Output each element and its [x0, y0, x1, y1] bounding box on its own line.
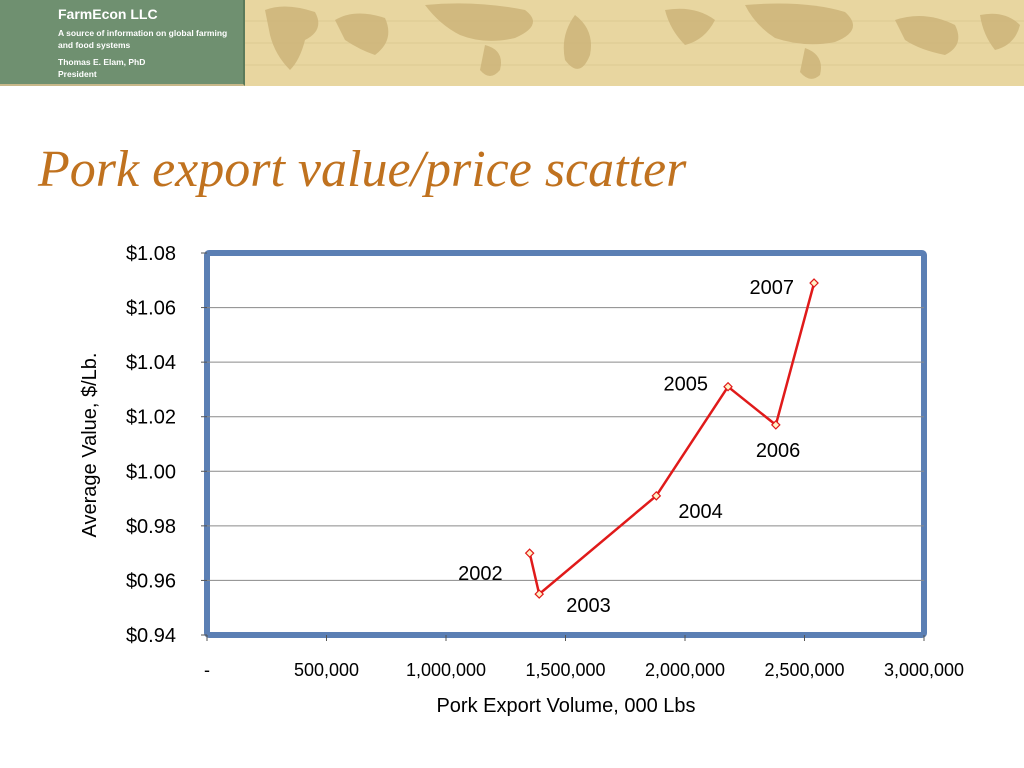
world-map-graphic	[245, 3, 1024, 79]
series-line	[528, 282, 816, 597]
data-points	[524, 278, 819, 599]
world-map-banner	[245, 0, 1024, 86]
point-labels: 2002 2003 2004 2005 2006 2007	[458, 277, 800, 617]
author-role: President	[58, 69, 97, 79]
y-tick-label: $1.06	[126, 298, 176, 320]
y-tick-label: $1.04	[126, 352, 176, 374]
slide-header: FarmEcon LLC A source of information on …	[0, 0, 1024, 86]
x-tick-label: 1,500,000	[525, 660, 605, 680]
x-tick-label: 2,500,000	[764, 660, 844, 680]
point-label-2004: 2004	[678, 501, 723, 523]
author-name: Thomas E. Elam, PhD	[58, 57, 146, 67]
x-tick-label: 500,000	[294, 660, 359, 680]
point-label-2005: 2005	[664, 374, 709, 396]
y-tick-label: $0.98	[126, 516, 176, 538]
author-block: Thomas E. Elam, PhD President	[58, 56, 145, 80]
y-axis-label: Average Value, $/Lb.	[79, 353, 101, 538]
company-tagline: A source of information on global farmin…	[58, 28, 228, 50]
data-point-2004	[651, 490, 662, 501]
x-tick-label: -	[204, 660, 210, 680]
brand-panel: FarmEcon LLC A source of information on …	[0, 0, 245, 86]
data-point-2007	[809, 278, 819, 288]
data-point-2002	[524, 548, 535, 558]
x-axis-label: Pork Export Volume, 000 Lbs	[436, 695, 695, 717]
company-name: FarmEcon LLC	[58, 6, 158, 22]
scatter-chart: $0.94 $0.96 $0.98 $1.00 $1.02 $1.04 $1.06 $1.08…	[79, 243, 964, 717]
grid-lines	[207, 307, 924, 581]
data-point-2006	[770, 420, 781, 430]
y-tick-label: $1.00	[126, 461, 176, 483]
point-label-2003: 2003	[566, 595, 611, 617]
y-tick-label: $0.94	[126, 625, 176, 647]
data-point-2005	[723, 381, 733, 392]
point-label-2002: 2002	[458, 563, 503, 585]
data-point-2003	[534, 589, 545, 599]
slide-title: Pork export value/price scatter	[38, 141, 687, 198]
x-tick-label: 1,000,000	[406, 660, 486, 680]
point-label-2006: 2006	[756, 440, 801, 462]
x-tick-labels: - 500,000 1,000,000 1,500,000 2,000,000 2,500…	[204, 660, 964, 680]
y-tick-label: $1.02	[126, 407, 176, 429]
x-tick-label: 3,000,000	[884, 660, 964, 680]
y-tick-label: $1.08	[126, 243, 176, 265]
x-tick-label: 2,000,000	[645, 660, 725, 680]
y-tick-labels: $0.94 $0.96 $0.98 $1.00 $1.02 $1.04 $1.06 $1.08	[126, 243, 176, 647]
plot-frame	[204, 250, 927, 638]
point-label-2007: 2007	[750, 277, 795, 299]
y-tick-label: $0.96	[126, 570, 176, 592]
axes	[201, 252, 925, 641]
